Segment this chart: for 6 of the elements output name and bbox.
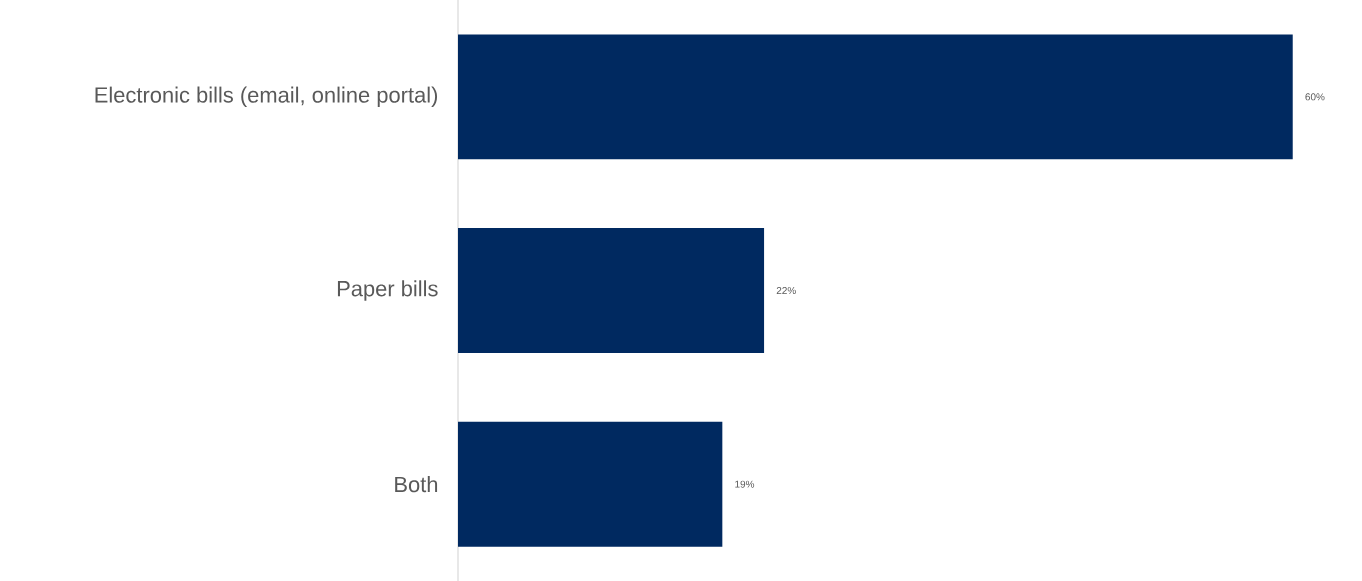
y-tick-label: Paper bills bbox=[337, 280, 438, 301]
y-tick-label: Electronic bills (email, online portal) bbox=[95, 86, 438, 108]
data-label: 22% bbox=[776, 287, 796, 295]
data-label: 19% bbox=[735, 480, 755, 488]
data-label: 60% bbox=[1305, 93, 1325, 101]
y-tick-label: Both bbox=[395, 476, 438, 493]
